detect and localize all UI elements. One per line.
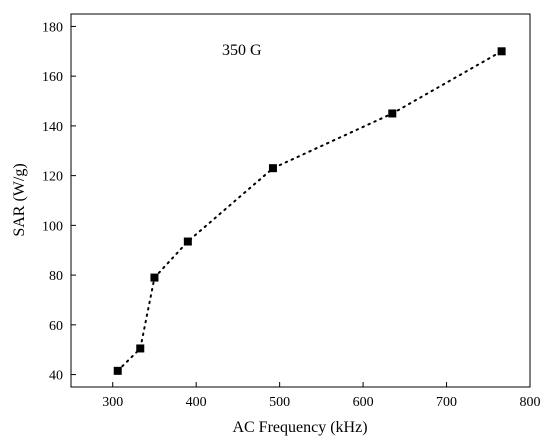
y-tick-label: 60	[49, 319, 63, 334]
x-tick-label: 400	[186, 395, 207, 410]
data-point-marker	[113, 366, 122, 375]
data-markers	[113, 47, 506, 375]
data-point-marker	[183, 237, 192, 246]
series-dotted-line	[116, 50, 503, 372]
y-tick-label: 160	[42, 70, 63, 85]
y-tick-label: 40	[49, 369, 63, 384]
data-point-marker	[136, 344, 145, 353]
field-annotation: 350 G	[222, 42, 262, 59]
data-point-marker	[388, 109, 397, 118]
y-tick-label: 140	[42, 120, 63, 135]
x-axis-title: AC Frequency (kHz)	[232, 419, 367, 436]
plot-frame	[70, 13, 531, 388]
y-tick-label: 80	[49, 269, 63, 284]
data-point-marker	[268, 164, 277, 173]
x-tick-label: 700	[436, 395, 457, 410]
x-tick-label: 300	[102, 395, 123, 410]
y-tick-label: 120	[42, 170, 63, 185]
y-axis-title: SAR (W/g)	[11, 163, 28, 236]
data-point-marker	[497, 47, 506, 56]
y-tick-label: 100	[42, 219, 63, 234]
x-tick-label: 800	[520, 395, 541, 410]
x-tick-label: 500	[269, 395, 290, 410]
x-axis-ticks: 300 400 500 600 700 800	[102, 382, 541, 410]
x-tick-label: 600	[353, 395, 374, 410]
data-point-marker	[150, 273, 159, 282]
y-axis-ticks: 40 60 80 100 120 140 160 180	[42, 20, 76, 384]
y-tick-label: 180	[42, 20, 63, 35]
